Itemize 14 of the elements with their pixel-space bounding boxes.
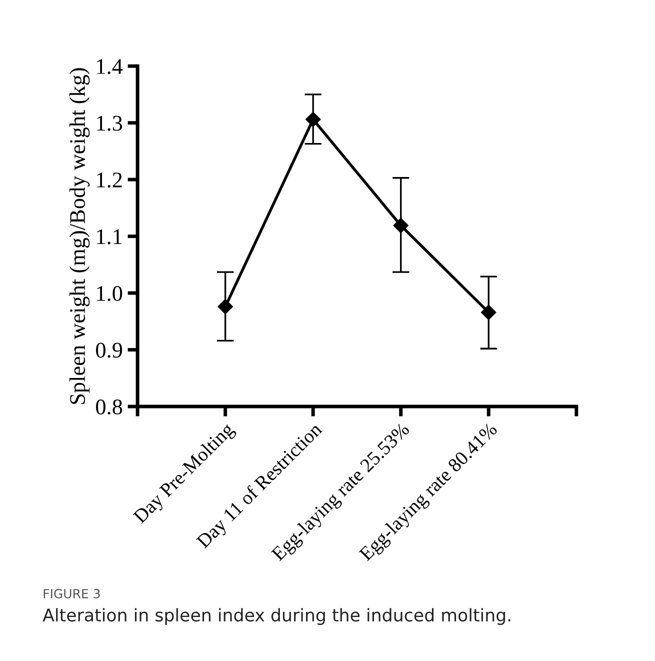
point bbox=[481, 304, 496, 320]
y-tick-label: 1.3 bbox=[97, 116, 122, 131]
caption: FIGURE 3 bbox=[44, 588, 100, 598]
text: Alteration in spleen index during the induced molting. bbox=[42, 608, 510, 625]
y-tick-label: 1.2 bbox=[97, 172, 122, 188]
y-tick-label: 0.8 bbox=[96, 399, 122, 415]
point bbox=[306, 112, 321, 127]
y-tick-label: 0.9 bbox=[96, 342, 122, 358]
point bbox=[218, 299, 233, 314]
y-tick-label: 1.4 bbox=[97, 59, 123, 74]
point bbox=[393, 218, 408, 234]
y-axis-title: Spleen weight (mg)/Body weight (kg) bbox=[69, 68, 90, 404]
y-tick-label: 1.1 bbox=[97, 229, 122, 244]
y-tick-label: 1.0 bbox=[97, 286, 122, 302]
